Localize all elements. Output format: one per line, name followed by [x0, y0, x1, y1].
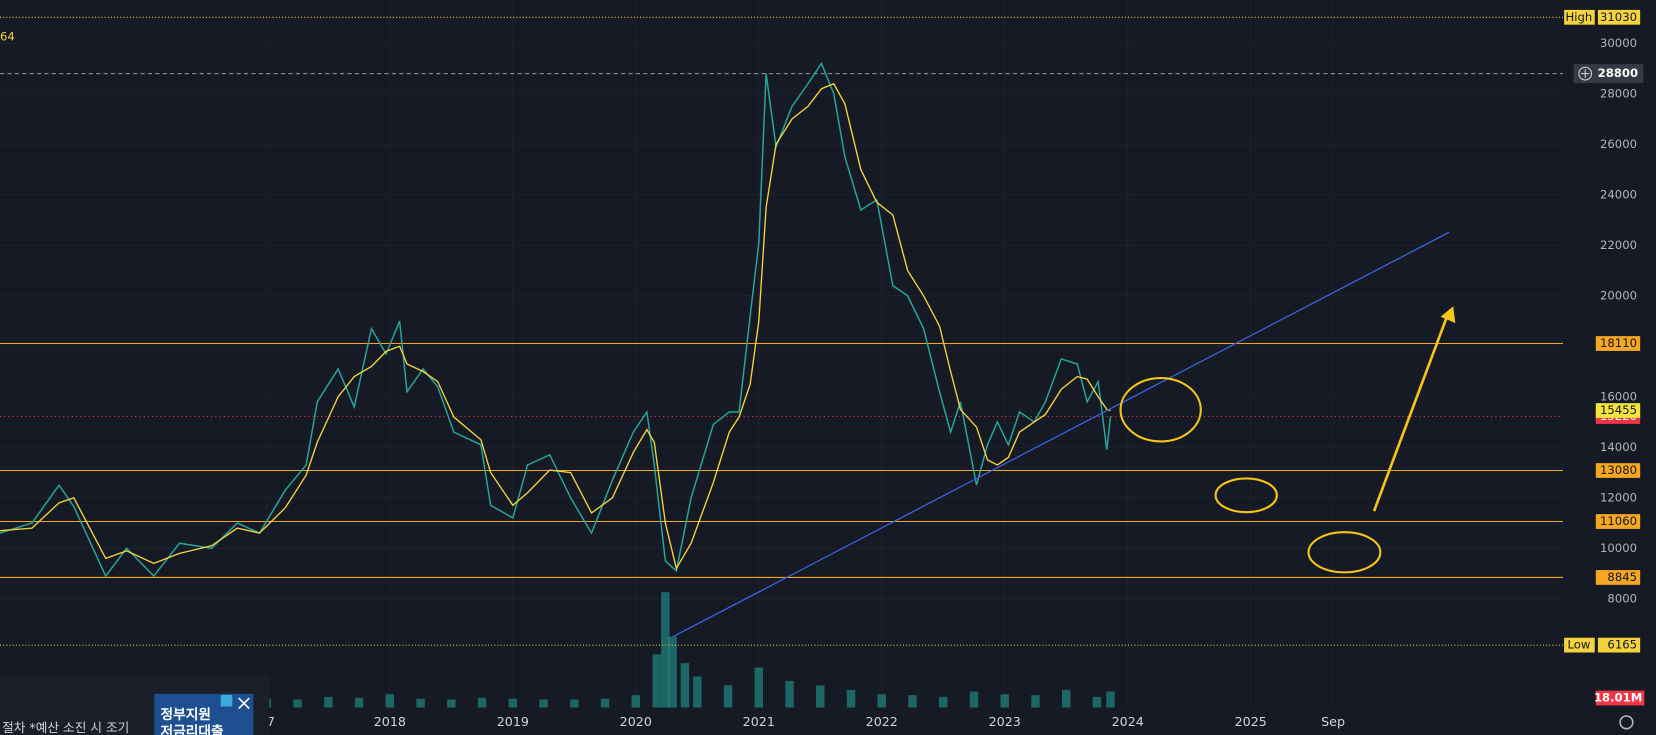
level-label-box: [1595, 463, 1641, 478]
volume-bar: [631, 695, 641, 708]
axes: 8000100001200014000160001800020000220002…: [259, 10, 1645, 729]
low-value-box: [1597, 637, 1641, 653]
ma-legend: 64: [0, 29, 15, 43]
settings-icon[interactable]: [1619, 715, 1634, 730]
y-tick-label: 20000: [1600, 288, 1637, 302]
x-tick-label: 2023: [989, 714, 1021, 729]
level-label: 8845: [1607, 570, 1637, 584]
x-tick-label: 2018: [374, 714, 406, 729]
volume-bar: [508, 698, 518, 708]
grid: [0, 0, 1564, 710]
volume-bar: [1031, 695, 1040, 708]
volume-bar: [385, 694, 395, 708]
x-tick-label: 2025: [1235, 714, 1267, 729]
volume-bar: [416, 698, 425, 708]
ad-box-text: 저금리대출: [161, 723, 224, 735]
volume-bar: [293, 699, 302, 708]
plot: [0, 61, 1112, 578]
volume-bar: [477, 697, 487, 708]
ad-box[interactable]: [154, 693, 254, 735]
x-tick-label: Sep: [1321, 714, 1345, 729]
volume-bar: [539, 699, 548, 708]
y-tick-label: 28000: [1600, 86, 1637, 100]
ad-info-icon[interactable]: [220, 694, 233, 707]
x-tick-label: 2024: [1112, 714, 1144, 729]
volume-bar: [1092, 696, 1102, 708]
level-label: 13080: [1600, 463, 1637, 477]
volume-tag: 18.01M: [1594, 691, 1642, 705]
volume-bar: [1000, 694, 1009, 708]
x-tick-label: 2020: [620, 714, 652, 729]
y-tick-label: 10000: [1600, 541, 1637, 555]
y-tick-label: 14000: [1600, 440, 1637, 454]
crosshair-box: [1573, 64, 1644, 84]
volume-bar: [1062, 689, 1071, 708]
volume-bar: [1106, 691, 1115, 708]
low-tag-box: [1564, 637, 1595, 653]
arrow-head: [1440, 306, 1456, 324]
high-tag-box: [1564, 9, 1595, 25]
y-tick-label: 30000: [1600, 36, 1637, 50]
volume-bar: [908, 695, 917, 708]
volume-bar: [785, 680, 794, 708]
volume-bar: [652, 654, 661, 708]
ad-box-text: 정부지원: [161, 706, 212, 723]
ad-banner: 절차 *예산 소진 시 조기 정부지원 저금리대출: [0, 676, 270, 735]
price-line: [0, 61, 1112, 578]
level-label: 11060: [1600, 514, 1637, 528]
crosshair-label: 28800: [1598, 66, 1638, 80]
volume-tag-box: [1595, 690, 1645, 706]
volume-bar: [354, 697, 364, 708]
ellipse-marker: [1307, 531, 1382, 574]
x-tick-label: 2021: [743, 714, 775, 729]
volume-bar: [723, 685, 733, 708]
high-value-box: [1597, 9, 1641, 25]
low-tag: Low: [1567, 638, 1590, 652]
volume-bar: [846, 689, 856, 708]
ma-line: [0, 82, 1111, 571]
y-tick-label: 16000: [1600, 389, 1637, 403]
last-value-box: [1595, 403, 1641, 418]
level-label-box: [1595, 336, 1641, 351]
volume-bar: [324, 696, 333, 708]
volume-bar: [816, 685, 825, 708]
x-tick-label: 2019: [497, 714, 529, 729]
level-label-box: [1595, 570, 1641, 585]
y-tick-label: 8000: [1607, 591, 1637, 605]
volume-bar: [754, 667, 764, 708]
volume-bar: [877, 694, 886, 708]
volume-bar: [661, 592, 670, 708]
x-tick-label: 2022: [866, 714, 898, 729]
y-tick-label: 26000: [1600, 137, 1637, 151]
volume-bar: [600, 698, 610, 708]
ad-close[interactable]: [238, 697, 250, 710]
y-tick-label: 24000: [1600, 187, 1637, 201]
crosshair-plus: [1581, 69, 1590, 78]
ellipse-marker: [1214, 477, 1278, 514]
volume-bar: [693, 676, 702, 708]
levels: [0, 16, 1564, 646]
volume-bar: [570, 699, 579, 708]
volume-bar: [939, 696, 948, 708]
high-value: 31030: [1600, 10, 1637, 24]
volume-bar: [680, 663, 690, 708]
trend-line: [672, 231, 1450, 638]
ad-text: 절차 *예산 소진 시 조기: [2, 720, 129, 735]
volume-bar: [447, 699, 456, 708]
y-tick-label: 22000: [1600, 238, 1637, 252]
crosshair-plus: [1578, 66, 1593, 81]
low-value: 6165: [1607, 638, 1637, 652]
high-tag: High: [1566, 10, 1593, 24]
ellipse-marker: [1119, 377, 1202, 443]
y-tick-label: 12000: [1600, 490, 1637, 504]
level-label: 18110: [1600, 336, 1637, 350]
arrow-line: [1372, 316, 1449, 512]
volume-bar: [668, 636, 677, 708]
last-value-label: 15455: [1600, 403, 1637, 417]
volume-bar: [969, 691, 979, 708]
level-label-box: [1595, 514, 1641, 529]
price-axis: [1563, 0, 1656, 710]
